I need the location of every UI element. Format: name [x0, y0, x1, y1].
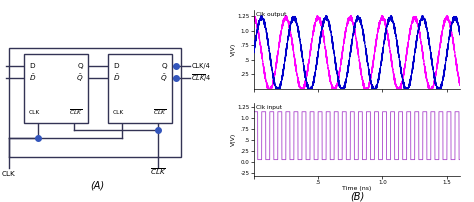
Text: CLK/4: CLK/4	[191, 63, 210, 68]
Text: (A): (A)	[90, 180, 104, 190]
Text: D: D	[29, 63, 35, 68]
X-axis label: Time (ns): Time (ns)	[342, 186, 371, 191]
Text: $\overline{CLK}$: $\overline{CLK}$	[150, 167, 166, 177]
Text: Clk output: Clk output	[255, 13, 286, 17]
Text: $\bar{Q}$: $\bar{Q}$	[75, 73, 83, 84]
Text: $\bar{D}$: $\bar{D}$	[29, 73, 36, 83]
Y-axis label: V(V): V(V)	[231, 43, 236, 56]
Text: D: D	[113, 63, 119, 68]
Text: $\bar{Q}$: $\bar{Q}$	[160, 73, 167, 84]
Text: (B): (B)	[351, 192, 365, 202]
Text: $\overline{CLK}$/4: $\overline{CLK}$/4	[191, 73, 212, 84]
Text: CLK: CLK	[29, 110, 40, 115]
Text: $\overline{CLK}$: $\overline{CLK}$	[69, 108, 83, 117]
FancyBboxPatch shape	[108, 54, 173, 123]
Text: $\overline{CLK}$: $\overline{CLK}$	[154, 108, 167, 117]
Text: Q: Q	[77, 63, 83, 68]
Text: CLK: CLK	[113, 110, 124, 115]
FancyBboxPatch shape	[24, 54, 88, 123]
Text: CLK: CLK	[2, 170, 16, 177]
Text: Q: Q	[161, 63, 167, 68]
Text: $\bar{D}$: $\bar{D}$	[113, 73, 120, 83]
Y-axis label: V(V): V(V)	[231, 133, 236, 146]
Text: Clk input: Clk input	[255, 105, 282, 110]
